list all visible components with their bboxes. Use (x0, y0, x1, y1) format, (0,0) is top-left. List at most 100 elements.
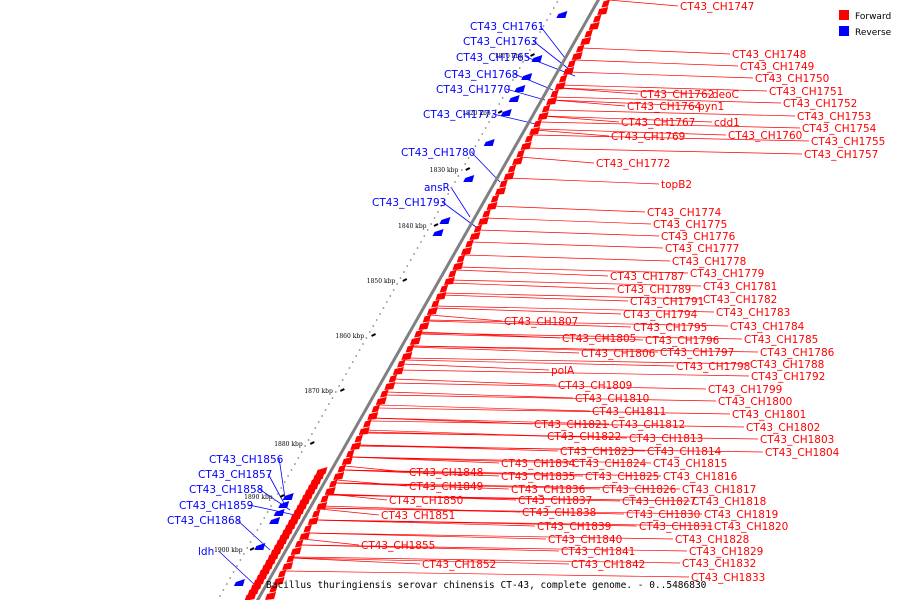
gene-label-ct43-ch1827[interactable]: CT43_CH1827 (622, 496, 696, 508)
gene-label-ct43-ch1839[interactable]: CT43_CH1839 (537, 521, 611, 533)
gene-label-ct43-ch1835[interactable]: CT43_CH1835 (501, 471, 575, 483)
gene-label-ct43-ch1823[interactable]: CT43_CH1823 (560, 446, 634, 458)
gene-label-cdd1[interactable]: cdd1 (714, 117, 740, 129)
gene-label-ct43-ch1795[interactable]: CT43_CH1795 (633, 322, 707, 334)
gene-label-ct43-ch1815[interactable]: CT43_CH1815 (653, 458, 727, 470)
gene-label-ct43-ch1775[interactable]: CT43_CH1775 (653, 219, 727, 231)
gene-label-ct43-ch1831[interactable]: CT43_CH1831 (639, 521, 713, 533)
gene-label-ct43-ch1793[interactable]: CT43_CH1793 (372, 197, 446, 209)
gene-label-ct43-ch1786[interactable]: CT43_CH1786 (760, 347, 835, 359)
gene-label-ct43-ch1859[interactable]: CT43_CH1859 (179, 500, 253, 512)
gene-label-ct43-ch1856[interactable]: CT43_CH1856 (209, 454, 284, 466)
gene-label-ct43-ch1779[interactable]: CT43_CH1779 (690, 268, 764, 280)
gene-label-ct43-ch1769[interactable]: CT43_CH1769 (611, 131, 685, 143)
gene-label-ct43-ch1841[interactable]: CT43_CH1841 (561, 546, 635, 558)
gene-label-ct43-ch1774[interactable]: CT43_CH1774 (647, 207, 722, 219)
gene-label-deoc[interactable]: deoC (712, 89, 739, 101)
gene-label-ct43-ch1772[interactable]: CT43_CH1772 (596, 158, 670, 170)
gene-label-ct43-ch1753[interactable]: CT43_CH1753 (797, 111, 871, 123)
gene-label-ansr[interactable]: ansR (424, 182, 450, 194)
gene-label-ct43-ch1832[interactable]: CT43_CH1832 (682, 558, 756, 570)
gene-label-ct43-ch1789[interactable]: CT43_CH1789 (617, 284, 691, 296)
gene-label-ct43-ch1826[interactable]: CT43_CH1826 (602, 484, 677, 496)
gene-label-ct43-ch1768[interactable]: CT43_CH1768 (444, 69, 518, 81)
gene-label-ct43-ch1849[interactable]: CT43_CH1849 (409, 481, 483, 493)
gene-label-ct43-ch1813[interactable]: CT43_CH1813 (629, 433, 703, 445)
gene-label-ldh[interactable]: ldh (198, 546, 214, 558)
gene-label-ct43-ch1812[interactable]: CT43_CH1812 (611, 419, 685, 431)
gene-label-ct43-ch1834[interactable]: CT43_CH1834 (501, 458, 576, 470)
gene-labels[interactable]: CT43_CH1761 CT43_CH1763 CT43_CH1765 CT43_CH… (167, 1, 885, 584)
gene-label-ct43-ch1838[interactable]: CT43_CH1838 (522, 507, 596, 519)
gene-label-pyn1[interactable]: pyn1 (698, 101, 724, 113)
gene-label-ct43-ch1788[interactable]: CT43_CH1788 (750, 359, 824, 371)
gene-label-ct43-ch1747[interactable]: CT43_CH1747 (680, 1, 754, 13)
gene-label-ct43-ch1794[interactable]: CT43_CH1794 (623, 309, 698, 321)
gene-label-ct43-ch1787[interactable]: CT43_CH1787 (610, 271, 684, 283)
gene-label-ct43-ch1752[interactable]: CT43_CH1752 (783, 98, 857, 110)
gene-label-ct43-ch1804[interactable]: CT43_CH1804 (765, 447, 840, 459)
gene-label-ct43-ch1848[interactable]: CT43_CH1848 (409, 467, 483, 479)
gene-label-ct43-ch1821[interactable]: CT43_CH1821 (534, 419, 608, 431)
gene-label-ct43-ch1776[interactable]: CT43_CH1776 (661, 231, 736, 243)
gene-label-ct43-ch1750[interactable]: CT43_CH1750 (755, 73, 829, 85)
gene-label-ct43-ch1818[interactable]: CT43_CH1818 (692, 496, 766, 508)
gene-label-ct43-ch1816[interactable]: CT43_CH1816 (663, 471, 738, 483)
gene-label-ct43-ch1777[interactable]: CT43_CH1777 (665, 243, 739, 255)
gene-label-ct43-ch1797[interactable]: CT43_CH1797 (660, 347, 734, 359)
gene-label-ct43-ch1780[interactable]: CT43_CH1780 (401, 147, 475, 159)
gene-label-ct43-ch1749[interactable]: CT43_CH1749 (740, 61, 814, 73)
gene-label-ct43-ch1785[interactable]: CT43_CH1785 (744, 334, 818, 346)
gene-label-ct43-ch1792[interactable]: CT43_CH1792 (751, 371, 825, 383)
gene-label-ct43-ch1824[interactable]: CT43_CH1824 (572, 458, 647, 470)
gene-label-ct43-ch1825[interactable]: CT43_CH1825 (585, 471, 659, 483)
gene-label-ct43-ch1837[interactable]: CT43_CH1837 (518, 495, 592, 507)
gene-label-ct43-ch1852[interactable]: CT43_CH1852 (422, 559, 496, 571)
gene-label-ct43-ch1857[interactable]: CT43_CH1857 (198, 469, 272, 481)
gene-label-ct43-ch1855[interactable]: CT43_CH1855 (361, 540, 435, 552)
gene-label-ct43-ch1803[interactable]: CT43_CH1803 (760, 434, 834, 446)
gene-label-ct43-ch1791[interactable]: CT43_CH1791 (630, 296, 704, 308)
gene-label-ct43-ch1763[interactable]: CT43_CH1763 (463, 36, 537, 48)
gene-label-ct43-ch1868[interactable]: CT43_CH1868 (167, 515, 241, 527)
gene-label-ct43-ch1820[interactable]: CT43_CH1820 (714, 521, 788, 533)
gene-label-ct43-ch1822[interactable]: CT43_CH1822 (547, 431, 621, 443)
gene-label-ct43-ch1814[interactable]: CT43_CH1814 (647, 446, 722, 458)
gene-label-ct43-ch1830[interactable]: CT43_CH1830 (626, 509, 700, 521)
gene-label-ct43-ch1767[interactable]: CT43_CH1767 (621, 117, 695, 129)
gene-label-ct43-ch1828[interactable]: CT43_CH1828 (675, 534, 749, 546)
gene-label-ct43-ch1754[interactable]: CT43_CH1754 (802, 123, 877, 135)
gene-label-ct43-ch1809[interactable]: CT43_CH1809 (558, 380, 632, 392)
gene-label-ct43-ch1800[interactable]: CT43_CH1800 (718, 396, 792, 408)
gene-label-pola[interactable]: polA (551, 365, 575, 377)
gene-label-ct43-ch1810[interactable]: CT43_CH1810 (575, 393, 649, 405)
gene-label-ct43-ch1762[interactable]: CT43_CH1762 (640, 89, 714, 101)
gene-label-ct43-ch1761[interactable]: CT43_CH1761 (470, 21, 544, 33)
gene-label-ct43-ch1751[interactable]: CT43_CH1751 (769, 86, 843, 98)
gene-label-ct43-ch1773[interactable]: CT43_CH1773 (423, 109, 497, 121)
gene-label-ct43-ch1850[interactable]: CT43_CH1850 (389, 495, 463, 507)
gene-label-ct43-ch1811[interactable]: CT43_CH1811 (592, 406, 666, 418)
gene-label-ct43-ch1770[interactable]: CT43_CH1770 (436, 84, 510, 96)
gene-label-ct43-ch1842[interactable]: CT43_CH1842 (571, 559, 645, 571)
gene-label-ct43-ch1781[interactable]: CT43_CH1781 (703, 281, 777, 293)
gene-label-ct43-ch1833[interactable]: CT43_CH1833 (691, 572, 765, 584)
gene-label-ct43-ch1840[interactable]: CT43_CH1840 (548, 534, 622, 546)
gene-label-ct43-ch1817[interactable]: CT43_CH1817 (682, 484, 756, 496)
gene-label-ct43-ch1755[interactable]: CT43_CH1755 (811, 136, 885, 148)
gene-label-ct43-ch1760[interactable]: CT43_CH1760 (728, 130, 802, 142)
gene-label-ct43-ch1858[interactable]: CT43_CH1858 (189, 484, 263, 496)
gene-label-ct43-ch1798[interactable]: CT43_CH1798 (676, 361, 750, 373)
gene-label-ct43-ch1805[interactable]: CT43_CH1805 (562, 333, 636, 345)
gene-label-ct43-ch1836[interactable]: CT43_CH1836 (511, 484, 586, 496)
gene-label-ct43-ch1765[interactable]: CT43_CH1765 (456, 52, 530, 64)
gene-label-ct43-ch1748[interactable]: CT43_CH1748 (732, 49, 806, 61)
gene-label-ct43-ch1819[interactable]: CT43_CH1819 (704, 509, 778, 521)
gene-label-ct43-ch1799[interactable]: CT43_CH1799 (708, 384, 782, 396)
gene-label-topb2[interactable]: topB2 (661, 179, 692, 191)
gene-label-ct43-ch1801[interactable]: CT43_CH1801 (732, 409, 806, 421)
gene-label-ct43-ch1782[interactable]: CT43_CH1782 (703, 294, 777, 306)
gene-label-ct43-ch1829[interactable]: CT43_CH1829 (689, 546, 763, 558)
gene-label-ct43-ch1851[interactable]: CT43_CH1851 (381, 510, 455, 522)
gene-label-ct43-ch1807[interactable]: CT43_CH1807 (504, 316, 578, 328)
